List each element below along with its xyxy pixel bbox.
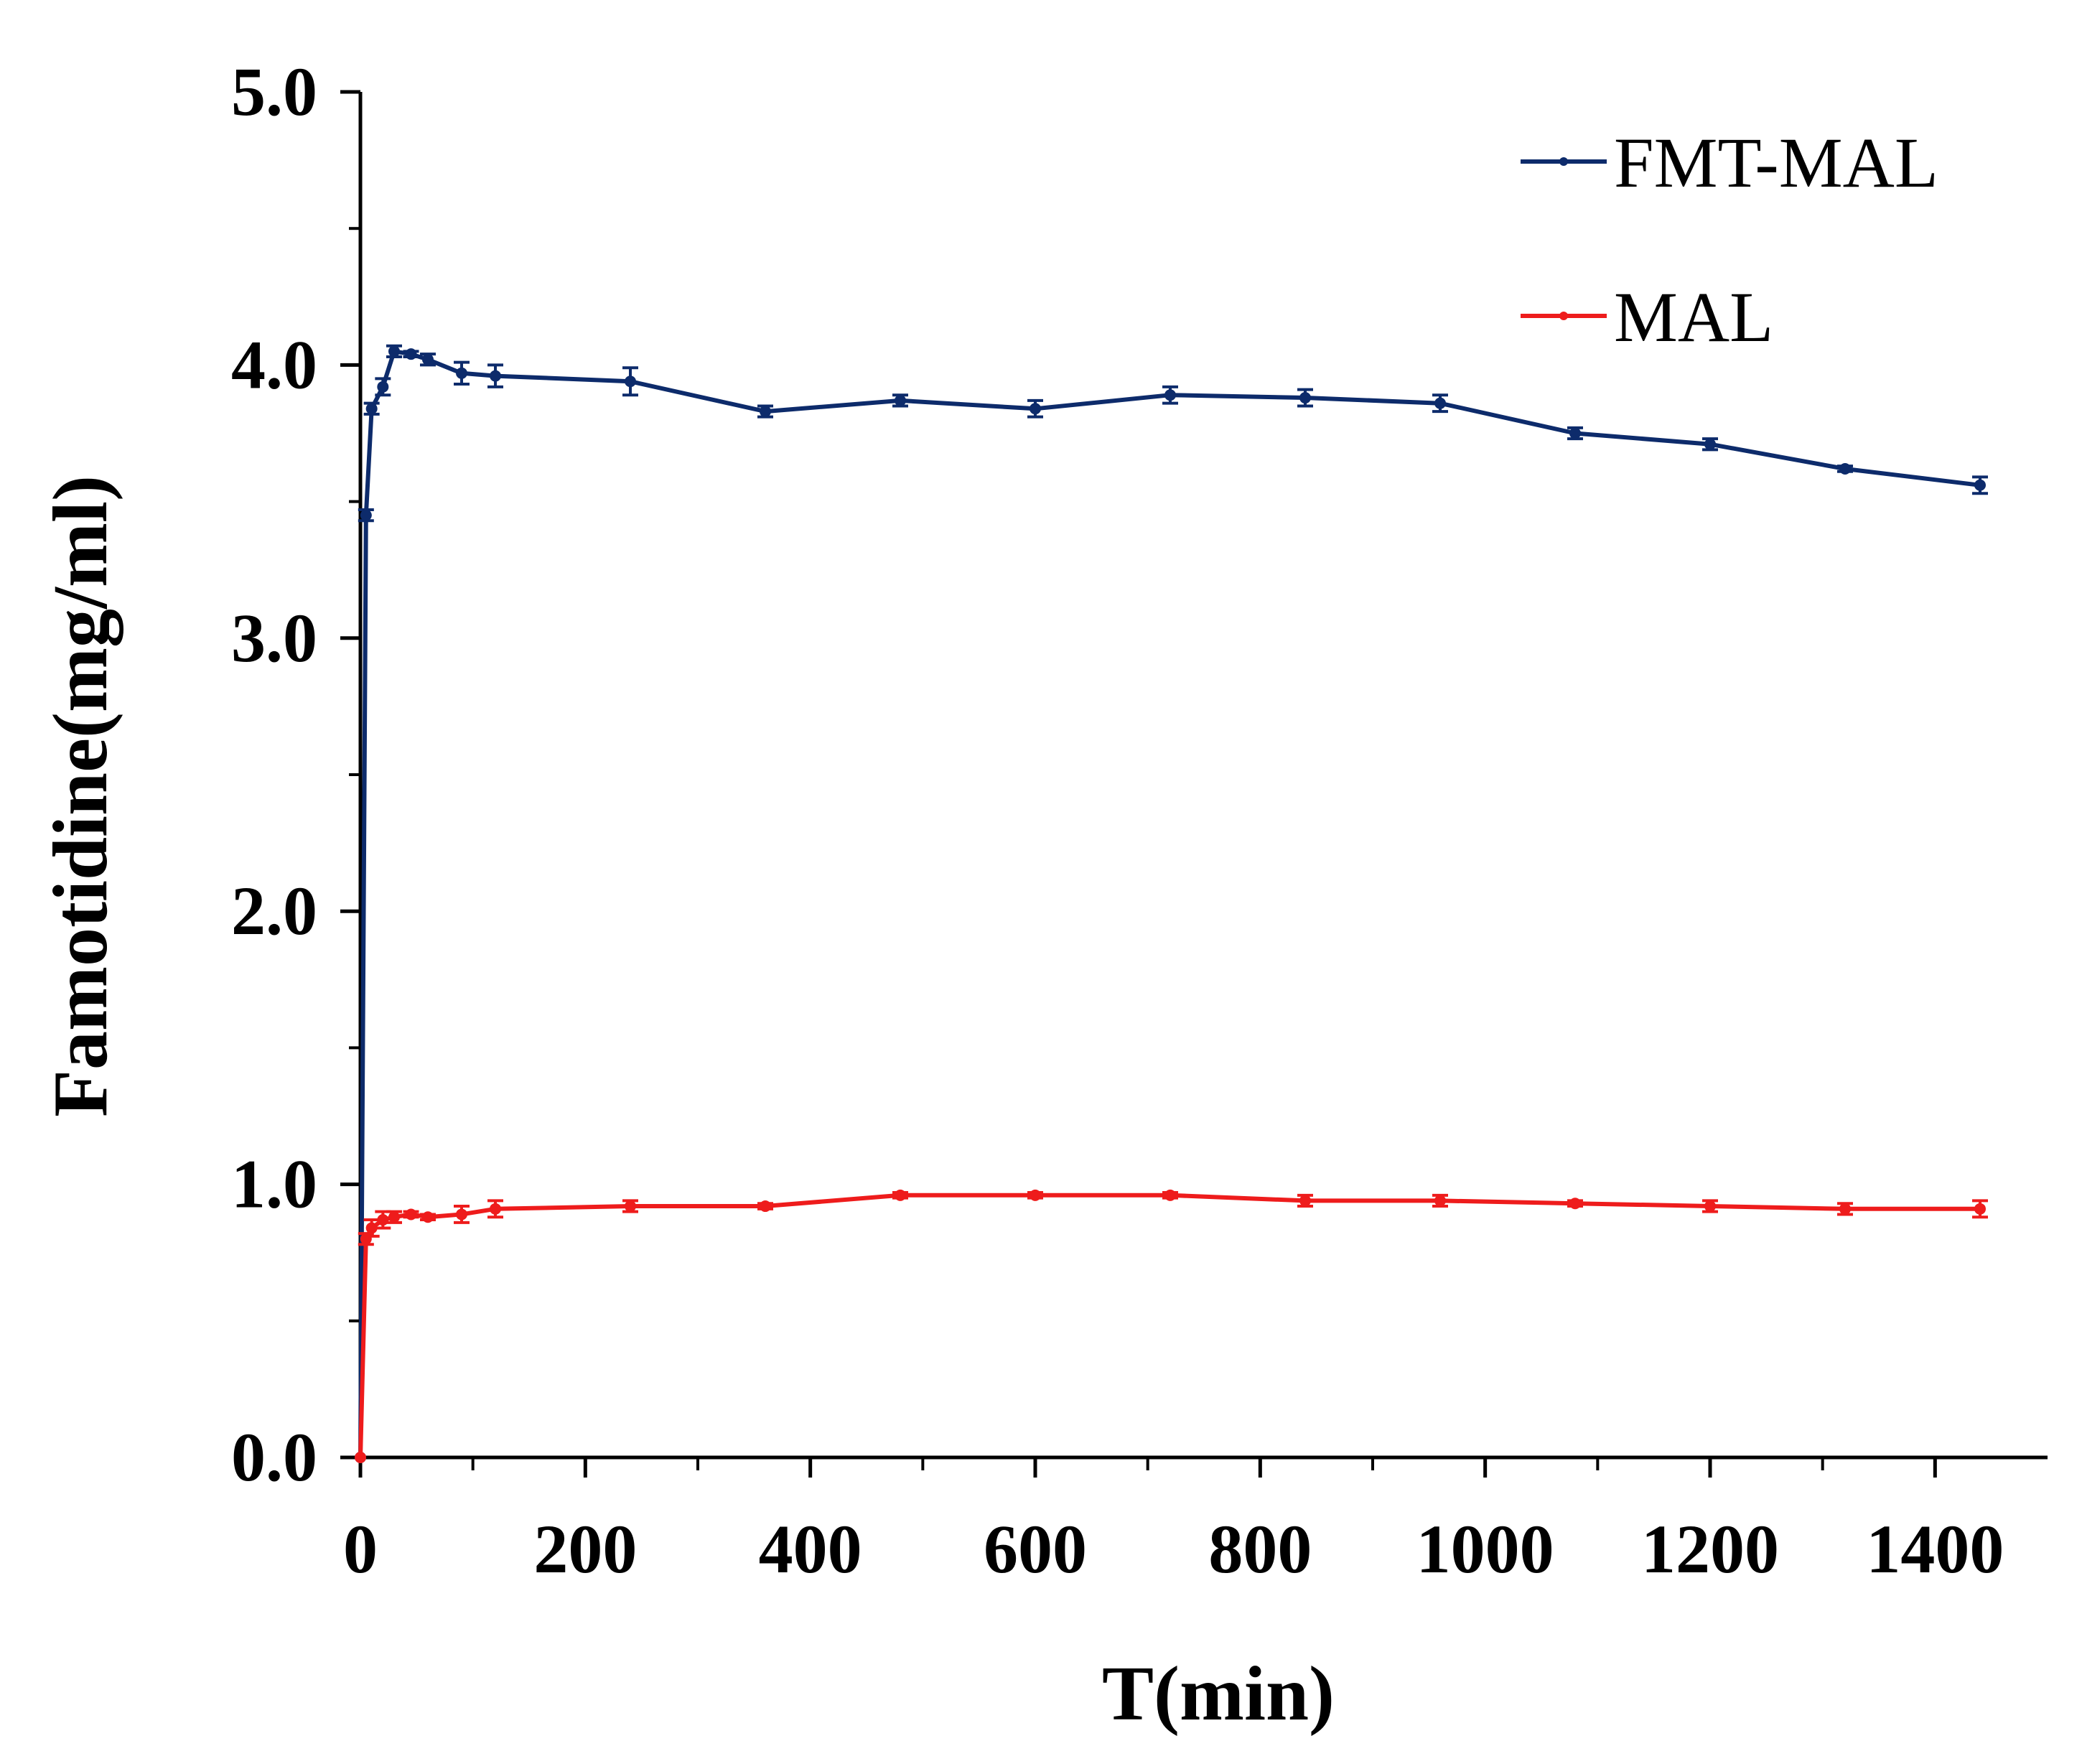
data-point xyxy=(895,394,906,406)
x-tick-label: 0 xyxy=(343,1511,378,1587)
data-point xyxy=(1030,403,1041,415)
data-point xyxy=(365,1222,378,1234)
data-point xyxy=(1974,1203,1986,1215)
legend-marker-mal xyxy=(1559,312,1568,320)
data-point xyxy=(1839,462,1851,475)
y-tick-label: 2.0 xyxy=(231,872,317,949)
legend: FMT-MAL MAL xyxy=(1521,123,1938,357)
data-point xyxy=(1569,1198,1581,1210)
legend-label-fmt-mal: FMT-MAL xyxy=(1614,123,1938,202)
x-tick-label: 200 xyxy=(533,1511,637,1587)
data-point xyxy=(1030,1189,1041,1201)
legend-label-mal: MAL xyxy=(1614,277,1773,357)
series-line-fmt-mal xyxy=(358,349,1981,1458)
data-point xyxy=(490,1203,501,1215)
series-mal xyxy=(355,1189,1988,1463)
data-point xyxy=(1704,438,1716,450)
data-point xyxy=(1569,427,1581,439)
y-tick-label: 3.0 xyxy=(231,599,317,676)
data-point xyxy=(1839,1203,1851,1215)
series-line-mal xyxy=(358,1193,1980,1458)
data-point xyxy=(355,1452,366,1463)
data-point xyxy=(1704,1200,1716,1213)
data-point xyxy=(422,1211,434,1223)
x-tick-label: 400 xyxy=(759,1511,862,1587)
axes xyxy=(340,92,2048,1460)
data-point xyxy=(405,1208,417,1221)
x-tick-label: 1400 xyxy=(1866,1511,2004,1587)
y-axis-title: Famotidine(mg/ml) xyxy=(38,475,123,1117)
data-point xyxy=(377,1214,389,1226)
series-fmt-mal xyxy=(355,344,1988,1463)
legend-marker-fmt-mal xyxy=(1559,157,1568,166)
data-point xyxy=(1974,479,1986,491)
data-point xyxy=(760,1200,771,1213)
data-point xyxy=(1164,389,1176,401)
data-point xyxy=(895,1189,906,1201)
data-point xyxy=(456,1208,467,1221)
data-point xyxy=(1164,1189,1176,1201)
x-axis-title: T(min) xyxy=(1102,1651,1335,1737)
data-point xyxy=(388,345,400,358)
series-layer xyxy=(355,344,1988,1463)
data-point xyxy=(405,348,417,360)
data-point xyxy=(760,406,771,418)
data-point xyxy=(625,1200,636,1213)
data-point xyxy=(388,1211,400,1223)
data-point xyxy=(1299,392,1311,404)
data-point xyxy=(377,381,389,393)
ticks: 0.0 1.0 2.0 3.0 4.0 5.0 0 200 400 600 800 1000 1200 1… xyxy=(231,53,2004,1587)
data-point xyxy=(1434,1195,1446,1207)
y-tick-label: 5.0 xyxy=(231,53,317,130)
data-point xyxy=(1299,1195,1311,1207)
x-tick-label: 800 xyxy=(1208,1511,1312,1587)
y-tick-label: 1.0 xyxy=(231,1146,317,1223)
data-point xyxy=(490,370,501,382)
x-tick-label: 600 xyxy=(984,1511,1087,1587)
data-point xyxy=(365,403,378,415)
data-point xyxy=(625,375,636,388)
x-tick-label: 1000 xyxy=(1416,1511,1554,1587)
data-point xyxy=(422,353,434,365)
y-tick-label: 4.0 xyxy=(231,326,317,403)
y-tick-label: 0.0 xyxy=(231,1419,317,1495)
data-point xyxy=(456,367,467,379)
x-tick-label: 1200 xyxy=(1641,1511,1779,1587)
data-point xyxy=(360,509,372,521)
data-point xyxy=(1434,397,1446,409)
